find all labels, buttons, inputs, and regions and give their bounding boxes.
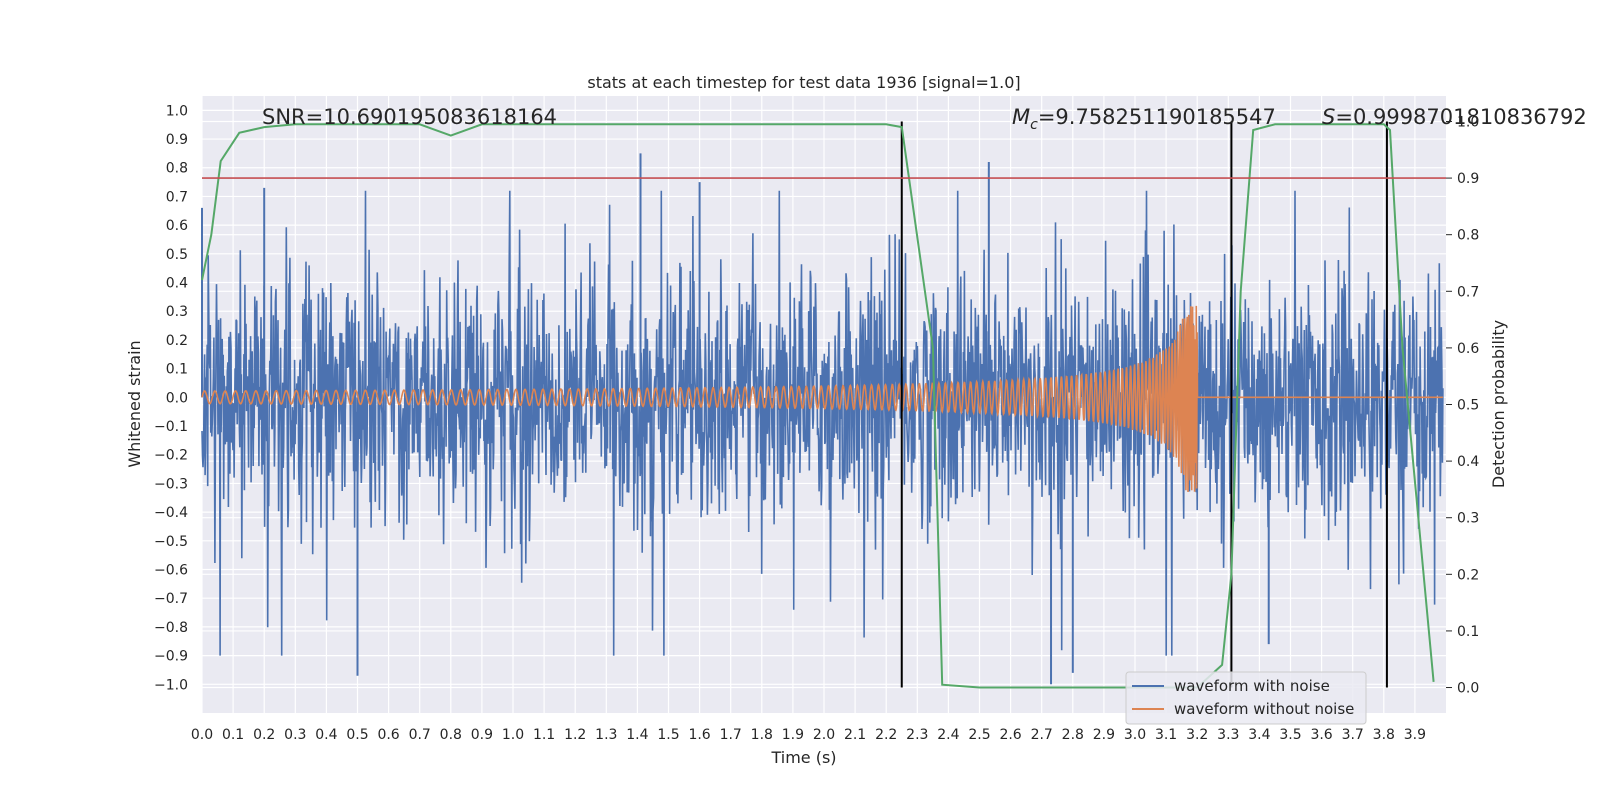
x-axis-label: Time (s) <box>770 748 836 767</box>
x-tick-label: 3.4 <box>1248 727 1270 743</box>
y-tick-label: −0.5 <box>154 534 188 550</box>
y-tick-label: −1.0 <box>154 677 188 693</box>
y-tick-label: 0.3 <box>166 304 188 320</box>
y-tick-label: −0.6 <box>154 563 188 579</box>
y-tick-label: −0.3 <box>154 476 188 492</box>
x-tick-label: 2.1 <box>844 727 866 743</box>
x-tick-label: 3.6 <box>1310 727 1332 743</box>
y2-tick-label: 0.5 <box>1457 398 1479 414</box>
y2-axis-label: Detection probability <box>1489 320 1508 488</box>
x-tick-label: 0.4 <box>315 727 337 743</box>
y-tick-label: 0.5 <box>166 247 188 263</box>
x-tick-label: 1.5 <box>657 727 679 743</box>
y-tick-label: −0.7 <box>154 591 188 607</box>
s-symbol: S <box>1322 105 1335 129</box>
y-tick-label: 1.0 <box>166 103 188 119</box>
clean-waveform-line <box>201 305 1443 493</box>
y-tick-label: 0.8 <box>166 161 188 177</box>
x-tick-label: 0.6 <box>377 727 399 743</box>
mc-symbol: M <box>1012 105 1030 129</box>
s-value: =0.9998701810836792 <box>1335 105 1586 129</box>
chart-title: stats at each timestep for test data 193… <box>587 73 1020 92</box>
x-tick-label: 3.7 <box>1342 727 1364 743</box>
x-tick-label: 0.3 <box>284 727 306 743</box>
noise-series <box>201 153 1444 685</box>
chirp-mass-annotation: Mc=9.758251190185547 <box>1012 105 1276 133</box>
x-tick-label: 1.1 <box>533 727 555 743</box>
y-tick-label: 0.9 <box>166 132 188 148</box>
x-tick-labels: 0.0 0.1 0.2 0.3 0.4 0.5 0.6 0.7 0.8 0.9 1.0 1.1 1.2 1… <box>191 727 1426 743</box>
x-tick-label: 3.2 <box>1186 727 1208 743</box>
y2-tick-label: 0.6 <box>1457 341 1479 357</box>
snr-annotation: SNR=10.690195083618164 <box>262 105 557 129</box>
x-tick-label: 3.3 <box>1217 727 1239 743</box>
x-tick-label: 3.9 <box>1404 727 1426 743</box>
x-tick-label: 1.2 <box>564 727 586 743</box>
s-annotation: S=0.9998701810836792 <box>1322 105 1587 129</box>
x-tick-label: 2.8 <box>1062 727 1084 743</box>
y-tick-label: −0.4 <box>154 505 188 521</box>
x-tick-label: 2.7 <box>1031 727 1053 743</box>
x-tick-label: 0.2 <box>253 727 275 743</box>
x-tick-label: 2.4 <box>937 727 959 743</box>
x-tick-label: 0.8 <box>440 727 462 743</box>
y-tick-label: −0.2 <box>154 448 188 464</box>
x-tick-label: 3.0 <box>1124 727 1146 743</box>
x-tick-label: 1.9 <box>782 727 804 743</box>
x-tick-label: 1.0 <box>502 727 524 743</box>
y2-tick-label: 0.8 <box>1457 228 1479 244</box>
y2-tick-label: 0.0 <box>1457 681 1479 697</box>
y-tick-label: 0.6 <box>166 218 188 234</box>
x-tick-label: 1.4 <box>626 727 648 743</box>
x-tick-label: 1.8 <box>751 727 773 743</box>
mc-value: =9.758251190185547 <box>1038 105 1276 129</box>
mc-subscript: c <box>1030 117 1038 133</box>
x-tick-label: 1.6 <box>688 727 710 743</box>
y2-tick-label: 1.0 <box>1457 114 1479 130</box>
y-tick-label: 0.4 <box>166 276 188 292</box>
x-tick-label: 2.0 <box>813 727 835 743</box>
x-tick-label: 2.6 <box>999 727 1021 743</box>
y2-tick-label: 0.9 <box>1457 171 1479 187</box>
y-tick-label: −0.9 <box>154 649 188 665</box>
x-tick-label: 0.5 <box>346 727 368 743</box>
y-tick-label: 0.2 <box>166 333 188 349</box>
y-tick-label: −0.1 <box>154 419 188 435</box>
probability-series <box>201 123 1435 689</box>
y2-tick-label: 0.2 <box>1457 567 1479 583</box>
x-tick-label: 0.1 <box>222 727 244 743</box>
y2-tick-label: 0.1 <box>1457 624 1479 640</box>
x-tick-label: 1.7 <box>720 727 742 743</box>
y-tick-label: −0.8 <box>154 620 188 636</box>
y-tick-labels: 1.0 0.9 0.8 0.7 0.6 0.5 0.4 0.3 0.2 0.1 0.0 −0.1 −0.… <box>154 103 188 693</box>
y-tick-label: 0.0 <box>166 390 188 406</box>
x-tick-label: 2.5 <box>968 727 990 743</box>
x-tick-label: 3.5 <box>1279 727 1301 743</box>
x-tick-label: 2.3 <box>906 727 928 743</box>
y-tick-label: 0.7 <box>166 189 188 205</box>
x-tick-label: 3.8 <box>1373 727 1395 743</box>
y2-tick-labels: 1.0 0.9 0.8 0.7 0.6 0.5 0.4 0.3 0.2 0.1 0.0 <box>1446 114 1479 697</box>
x-tick-label: 0.0 <box>191 727 213 743</box>
probability-line <box>201 123 1435 689</box>
vertical-markers <box>900 121 1388 688</box>
x-tick-label: 2.2 <box>875 727 897 743</box>
clean-series <box>201 305 1443 493</box>
y2-tick-label: 0.7 <box>1457 284 1479 300</box>
y2-tick-label: 0.3 <box>1457 511 1479 527</box>
x-tick-label: 0.7 <box>409 727 431 743</box>
y-axis-label: Whitened strain <box>125 340 144 467</box>
y2-tick-label: 0.4 <box>1457 454 1479 470</box>
x-tick-label: 1.3 <box>595 727 617 743</box>
x-tick-label: 2.9 <box>1093 727 1115 743</box>
legend-label-clean: waveform without noise <box>1174 700 1354 718</box>
legend: waveform with noise waveform without noi… <box>1125 671 1367 725</box>
legend-box <box>1125 671 1367 725</box>
x-tick-label: 3.1 <box>1155 727 1177 743</box>
legend-label-noise: waveform with noise <box>1174 677 1330 695</box>
y-tick-label: 0.1 <box>166 362 188 378</box>
x-tick-label: 0.9 <box>471 727 493 743</box>
